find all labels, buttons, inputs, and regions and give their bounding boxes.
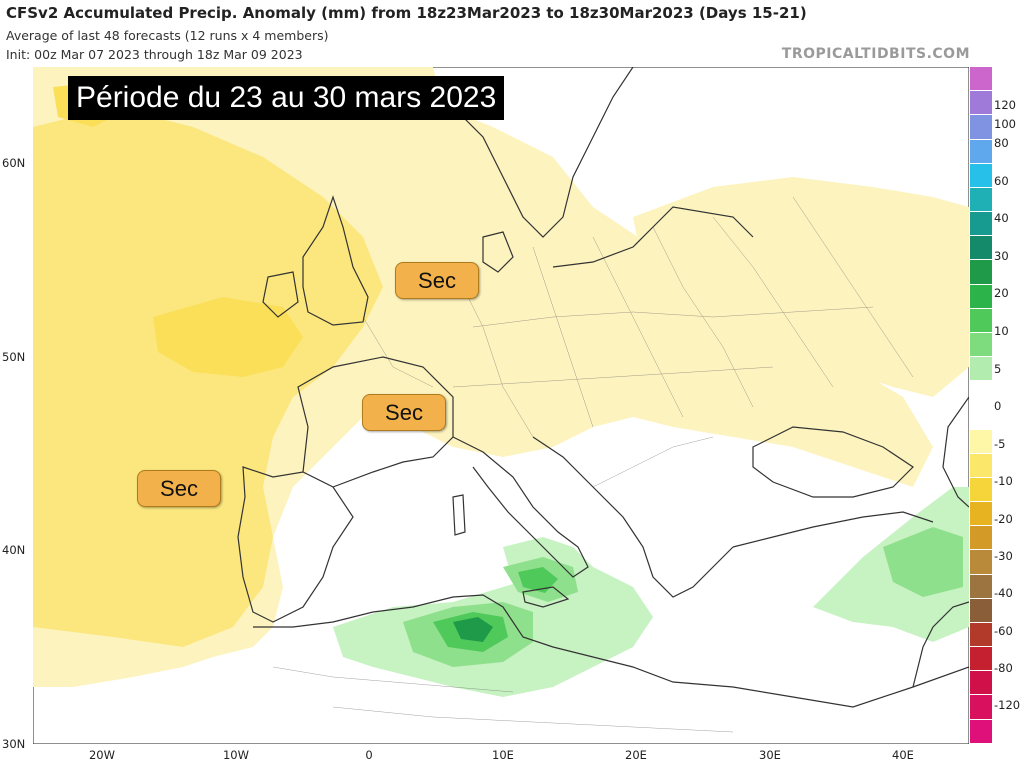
coast-italy xyxy=(452,436,589,578)
lat-label-60n: 60N xyxy=(2,156,26,170)
colorbar-segment xyxy=(970,187,992,213)
coast-north-africa xyxy=(253,594,969,708)
colorbar-label: -80 xyxy=(994,661,1013,675)
colorbar-label: -20 xyxy=(994,512,1013,526)
colorbar-label: 30 xyxy=(994,249,1009,263)
coastlines xyxy=(237,67,969,708)
colorbar-segment xyxy=(970,332,992,358)
lon-label-40e: 40E xyxy=(892,748,914,762)
colorbar-label: -40 xyxy=(994,586,1013,600)
colorbar xyxy=(970,67,992,744)
colorbar-label: 10 xyxy=(994,324,1009,338)
wet-zone-east-mid xyxy=(883,527,963,597)
lon-label-20w: 20W xyxy=(88,748,116,762)
coast-balkans xyxy=(532,436,734,598)
colorbar-label: 80 xyxy=(994,136,1009,150)
colorbar-segment xyxy=(970,236,992,261)
colorbar-label: -10 xyxy=(994,474,1013,488)
colorbar-segment xyxy=(970,453,992,478)
colorbar-segment xyxy=(970,212,992,237)
brand-watermark: TROPICALTIDBITS.COM xyxy=(781,46,970,62)
coast-ireland xyxy=(262,271,299,318)
chart-subtitle-average: Average of last 48 forecasts (12 runs x … xyxy=(6,28,329,43)
lon-label-20e: 20E xyxy=(625,748,647,762)
colorbar-segment xyxy=(970,357,992,382)
colorbar-label: -5 xyxy=(994,437,1006,451)
colorbar-segment xyxy=(970,429,992,454)
colorbar-label: 5 xyxy=(994,362,1002,376)
dry-zone-mid xyxy=(33,107,383,647)
colorbar-segment xyxy=(970,115,992,140)
chart-title: CFSv2 Accumulated Precip. Anomaly (mm) f… xyxy=(6,4,807,22)
dry-label-atlantic: Sec xyxy=(137,470,221,507)
colorbar-segment xyxy=(970,308,992,333)
colorbar-segment xyxy=(970,91,992,116)
wet-anomaly-zones xyxy=(333,487,969,697)
colorbar-segment xyxy=(970,719,992,744)
coast-sardinia xyxy=(452,494,466,536)
colorbar-segment xyxy=(970,284,992,309)
colorbar-segment xyxy=(970,139,992,164)
colorbar-label: 40 xyxy=(994,211,1009,225)
coast-iberia xyxy=(237,466,354,623)
dry-zone-core xyxy=(153,297,303,377)
colorbar-label: -30 xyxy=(994,549,1013,563)
chart-subtitle-init: Init: 00z Mar 07 2023 through 18z Mar 09… xyxy=(6,47,303,62)
coast-denmark xyxy=(482,231,514,273)
coast-france xyxy=(297,356,454,488)
dry-label-north-sea: Sec xyxy=(395,262,479,299)
coast-scandinavia xyxy=(452,67,634,238)
period-title-overlay: Période du 23 au 30 mars 2023 xyxy=(68,76,505,120)
colorbar-label: 0 xyxy=(994,399,1002,413)
colorbar-segment xyxy=(970,622,992,648)
lat-label-50n: 50N xyxy=(2,350,26,364)
colorbar-label: 60 xyxy=(994,174,1009,188)
colorbar-segment xyxy=(970,477,992,503)
coast-turkey xyxy=(732,511,934,548)
dry-zone-east xyxy=(633,177,969,397)
colorbar-label: -120 xyxy=(994,698,1021,712)
colorbar-segment xyxy=(970,381,992,406)
colorbar-segment xyxy=(970,260,992,285)
colorbar-label: -60 xyxy=(994,624,1013,638)
colorbar-segment xyxy=(970,574,992,599)
coast-britain xyxy=(302,195,369,326)
colorbar-label: 100 xyxy=(994,117,1016,131)
colorbar-segment xyxy=(970,405,992,430)
colorbar-label: 120 xyxy=(994,98,1016,112)
colorbar-segment xyxy=(970,163,992,188)
colorbar-segment xyxy=(970,502,992,527)
lon-label-10w: 10W xyxy=(222,748,250,762)
colorbar-segment xyxy=(970,67,992,92)
colorbar-label: 20 xyxy=(994,286,1009,300)
lon-label-0: 0 xyxy=(365,748,373,762)
wet-zone-sicily-core xyxy=(518,567,558,593)
lon-label-10e: 10E xyxy=(492,748,514,762)
colorbar-segment xyxy=(970,526,992,551)
dry-label-france: Sec xyxy=(362,394,446,431)
colorbar-segment xyxy=(970,550,992,575)
lon-label-30e: 30E xyxy=(759,748,781,762)
lat-label-40n: 40N xyxy=(2,543,26,557)
border-grid xyxy=(272,196,914,733)
wet-zone-core-max xyxy=(453,617,493,642)
dry-anomaly-zones xyxy=(33,67,969,687)
colorbar-segment xyxy=(970,695,992,720)
precip-anomaly-map xyxy=(33,67,969,744)
colorbar-segment xyxy=(970,671,992,696)
coast-black-sea xyxy=(752,426,914,498)
colorbar-segment xyxy=(970,598,992,623)
coast-east-med xyxy=(912,601,969,688)
lat-label-30n: 30N xyxy=(2,737,26,751)
coast-caspian xyxy=(942,396,969,508)
colorbar-segment xyxy=(970,647,992,672)
coast-sicily xyxy=(522,586,570,608)
